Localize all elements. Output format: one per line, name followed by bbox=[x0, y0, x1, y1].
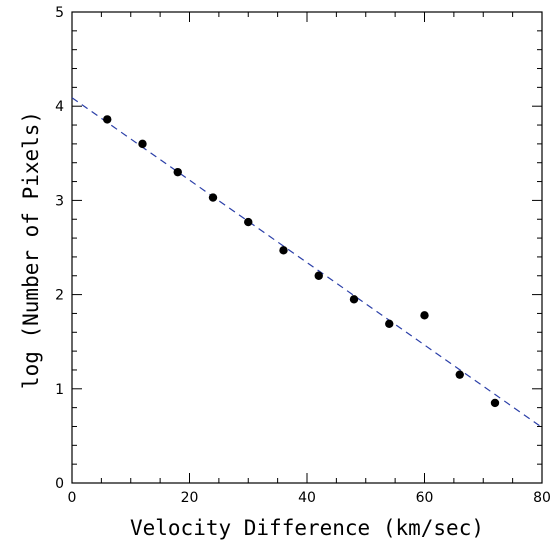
y-tick-label: 1 bbox=[55, 382, 64, 398]
x-tick-label: 20 bbox=[181, 490, 199, 506]
x-tick-label: 40 bbox=[298, 490, 316, 506]
data-point bbox=[385, 319, 394, 329]
data-point bbox=[103, 115, 112, 124]
data-point bbox=[490, 398, 500, 408]
plot-frame bbox=[71, 11, 543, 484]
data-point bbox=[138, 139, 147, 149]
data-point bbox=[455, 370, 464, 379]
y-tick-label: 2 bbox=[55, 288, 64, 304]
data-point bbox=[420, 311, 429, 320]
axis-ticks: 0 20 40 60 80 0 1 2 3 4 5 bbox=[55, 5, 551, 506]
x-tick-label: 60 bbox=[416, 490, 434, 506]
data-point bbox=[279, 246, 288, 255]
data-point bbox=[349, 295, 359, 304]
y-tick-label: 4 bbox=[55, 99, 64, 115]
x-axis-title: Velocity Difference (km/sec) bbox=[130, 516, 484, 540]
data-points bbox=[103, 115, 500, 408]
data-point bbox=[314, 271, 323, 280]
x-tick-label: 0 bbox=[68, 490, 77, 506]
y-tick-label: 3 bbox=[55, 193, 64, 209]
y-tick-label: 5 bbox=[55, 5, 64, 21]
x-tick-label: 80 bbox=[533, 490, 551, 506]
data-point bbox=[244, 217, 253, 227]
data-point bbox=[208, 193, 218, 202]
data-point bbox=[173, 167, 182, 177]
y-tick-label: 0 bbox=[55, 476, 64, 492]
plot-border bbox=[71, 11, 543, 484]
y-axis-title: log (Number of Pixels) bbox=[19, 111, 43, 389]
